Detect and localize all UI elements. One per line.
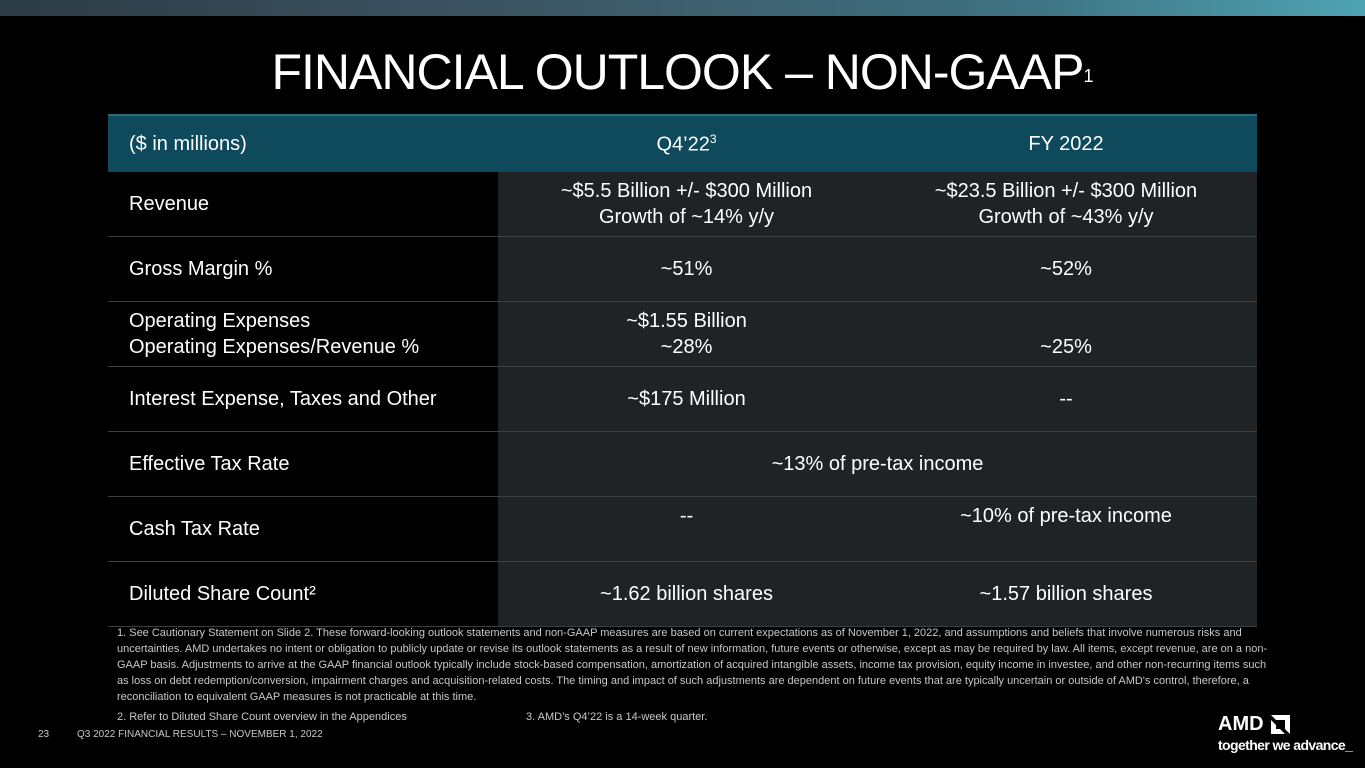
opex-label: Operating Expenses: [129, 310, 311, 332]
opex-q4-cell: ~$1.55 Billion ~28%: [498, 302, 875, 366]
page-number: 23: [38, 729, 50, 740]
table-row-interest: Interest Expense, Taxes and Other ~$175 …: [108, 367, 1257, 432]
top-accent-bar: [0, 0, 1365, 16]
amd-arrow-icon: [1271, 715, 1290, 734]
slide-title-text: FINANCIAL OUTLOOK – NON-GAAP: [271, 44, 1085, 100]
footnote-2: 2. Refer to Diluted Share Count overview…: [117, 711, 407, 723]
revenue-q4-value: ~$5.5 Billion +/- $300 Million: [560, 180, 813, 202]
interest-fy: --: [875, 367, 1257, 431]
table-row-revenue: Revenue ~$5.5 Billion +/- $300 Million G…: [108, 172, 1257, 237]
row-label: Cash Tax Rate: [108, 497, 498, 561]
row-label: Interest Expense, Taxes and Other: [108, 367, 498, 431]
amd-logo: AMD together we advance_: [1217, 713, 1353, 755]
slide-title: FINANCIAL OUTLOOK – NON-GAAP1: [0, 42, 1365, 102]
header-q4-footnote: 3: [709, 131, 717, 146]
table-row-share-count: Diluted Share Count² ~1.62 billion share…: [108, 562, 1257, 627]
table-row-gross-margin: Gross Margin % ~51% ~52%: [108, 237, 1257, 302]
footer-caption: Q3 2022 FINANCIAL RESULTS – NOVEMBER 1, …: [77, 729, 323, 740]
table-header-row: ($ in millions) Q4’223 FY 2022: [108, 114, 1257, 172]
row-label: Operating Expenses Operating Expenses/Re…: [108, 302, 498, 366]
effective-tax-value: ~13% of pre-tax income: [498, 432, 1257, 496]
amd-wordmark: AMD: [1218, 713, 1264, 735]
header-q4: Q4’223: [498, 132, 875, 157]
outlook-table: ($ in millions) Q4’223 FY 2022 Revenue ~…: [108, 114, 1257, 627]
share-count-fy: ~1.57 billion shares: [875, 562, 1257, 626]
gross-margin-q4: ~51%: [498, 237, 875, 301]
revenue-fy-growth: Growth of ~43% y/y: [978, 206, 1154, 228]
table-row-cash-tax: Cash Tax Rate -- ~10% of pre-tax income: [108, 497, 1257, 562]
interest-q4: ~$175 Million: [498, 367, 875, 431]
row-label: Revenue: [108, 172, 498, 236]
header-q4-label: Q4’22: [656, 133, 710, 156]
row-label: Gross Margin %: [108, 237, 498, 301]
header-fy: FY 2022: [1028, 132, 1104, 155]
revenue-fy-cell: ~$23.5 Billion +/- $300 Million Growth o…: [875, 172, 1257, 236]
opex-q4-percent: ~28%: [660, 336, 713, 358]
row-label: Effective Tax Rate: [108, 432, 498, 496]
opex-q4-value: ~$1.55 Billion: [626, 310, 747, 332]
opex-revenue-label: Operating Expenses/Revenue %: [129, 336, 420, 358]
revenue-q4-cell: ~$5.5 Billion +/- $300 Million Growth of…: [498, 172, 875, 236]
opex-fy-percent: ~25%: [875, 302, 1257, 366]
table-row-opex: Operating Expenses Operating Expenses/Re…: [108, 302, 1257, 367]
table-row-effective-tax: Effective Tax Rate ~13% of pre-tax incom…: [108, 432, 1257, 497]
header-units: ($ in millions): [129, 132, 247, 155]
cash-tax-fy: ~10% of pre-tax income: [875, 497, 1257, 561]
share-count-q4: ~1.62 billion shares: [498, 562, 875, 626]
revenue-q4-growth: Growth of ~14% y/y: [598, 206, 775, 228]
footnote-1: 1. See Cautionary Statement on Slide 2. …: [117, 627, 1268, 703]
row-label: Diluted Share Count²: [108, 562, 498, 626]
title-footnote-marker: 1: [1083, 66, 1094, 86]
amd-tagline: together we advance_: [1218, 737, 1353, 753]
gross-margin-fy: ~52%: [875, 237, 1257, 301]
revenue-fy-value: ~$23.5 Billion +/- $300 Million: [934, 180, 1198, 202]
footnote-3: 3. AMD’s Q4’22 is a 14-week quarter.: [526, 711, 708, 723]
cash-tax-q4: --: [498, 497, 875, 561]
